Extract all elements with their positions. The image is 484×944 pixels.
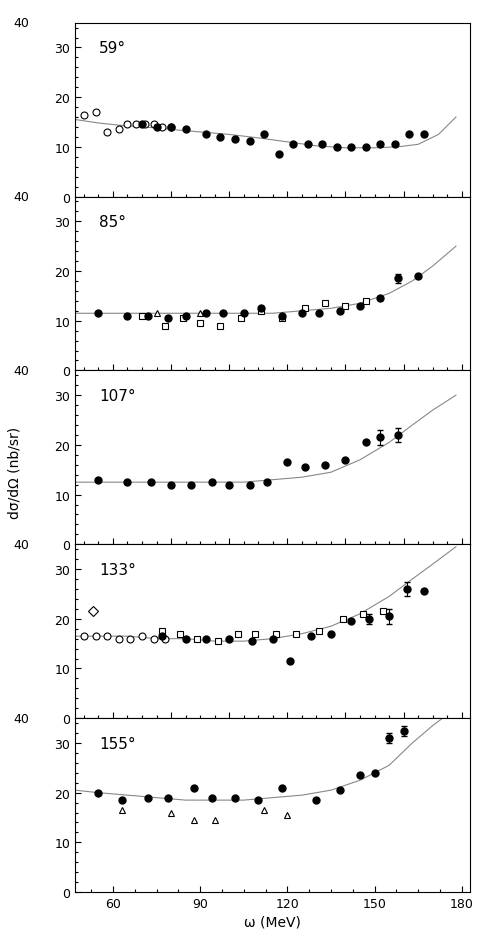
Text: 85°: 85° [99,214,126,229]
Text: 40: 40 [14,191,30,204]
Text: 40: 40 [14,364,30,378]
X-axis label: ω (MeV): ω (MeV) [244,914,301,928]
Text: 40: 40 [14,17,30,30]
Text: 155°: 155° [99,735,135,750]
Text: dσ/dΩ (nb/sr): dσ/dΩ (nb/sr) [8,426,21,518]
Text: 40: 40 [14,538,30,551]
Text: 59°: 59° [99,41,126,56]
Text: 40: 40 [14,712,30,725]
Text: 107°: 107° [99,388,135,403]
Text: 133°: 133° [99,562,136,577]
